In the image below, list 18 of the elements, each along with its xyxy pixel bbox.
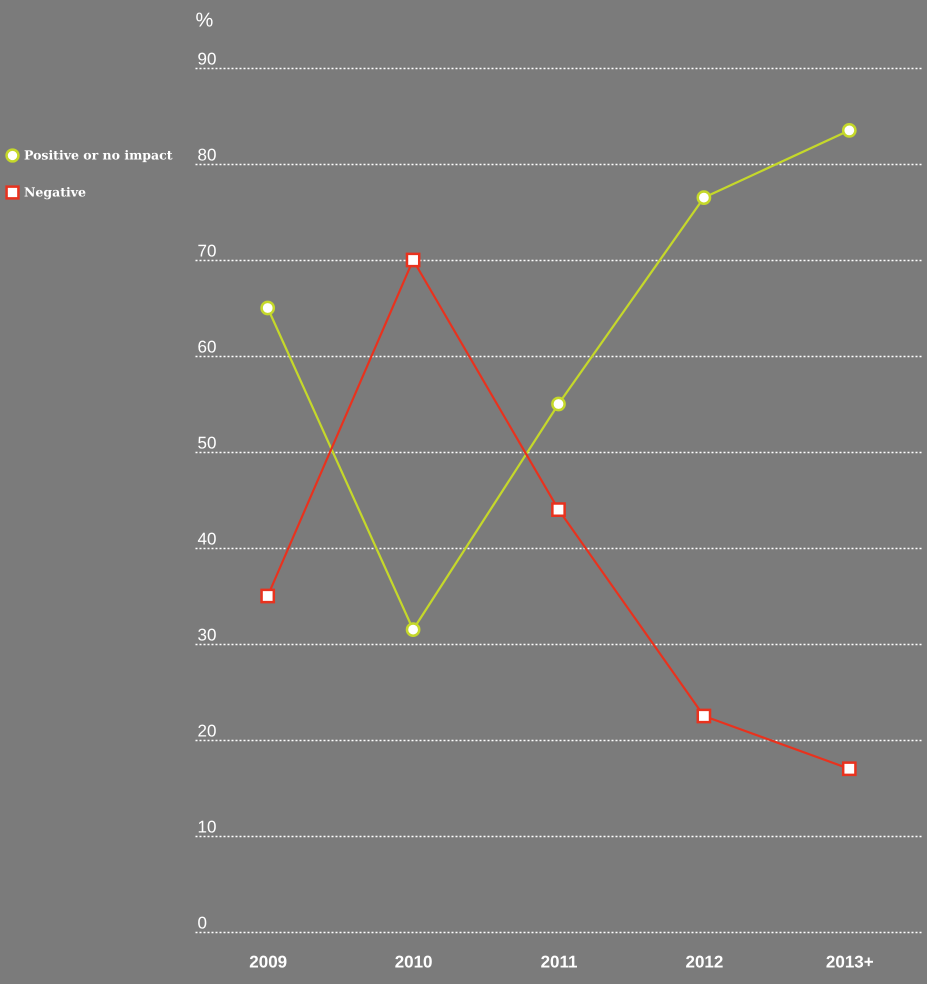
x-tick-label: 2010 bbox=[394, 952, 433, 972]
y-tick-label: 30 bbox=[198, 626, 216, 644]
x-tick-label: 2009 bbox=[249, 952, 288, 972]
y-tick-label: 50 bbox=[198, 434, 216, 452]
y-tick-label: 60 bbox=[198, 338, 216, 356]
y-axis-title: % bbox=[196, 10, 214, 32]
x-tick-label: 2011 bbox=[540, 952, 578, 972]
legend-label: Positive or no impact bbox=[24, 148, 173, 162]
legend-label: Negative bbox=[24, 184, 86, 200]
y-tick-label: 80 bbox=[198, 146, 216, 164]
x-tick-label: 2012 bbox=[685, 952, 724, 972]
y-tick-label: 0 bbox=[198, 914, 207, 932]
y-tick-label: 90 bbox=[198, 50, 216, 68]
y-tick-label: 20 bbox=[198, 722, 216, 740]
y-tick-label: 70 bbox=[198, 242, 216, 260]
y-tick-label: 10 bbox=[198, 818, 216, 836]
y-tick-label: 40 bbox=[198, 530, 216, 548]
x-tick-label: 2013+ bbox=[826, 952, 874, 972]
